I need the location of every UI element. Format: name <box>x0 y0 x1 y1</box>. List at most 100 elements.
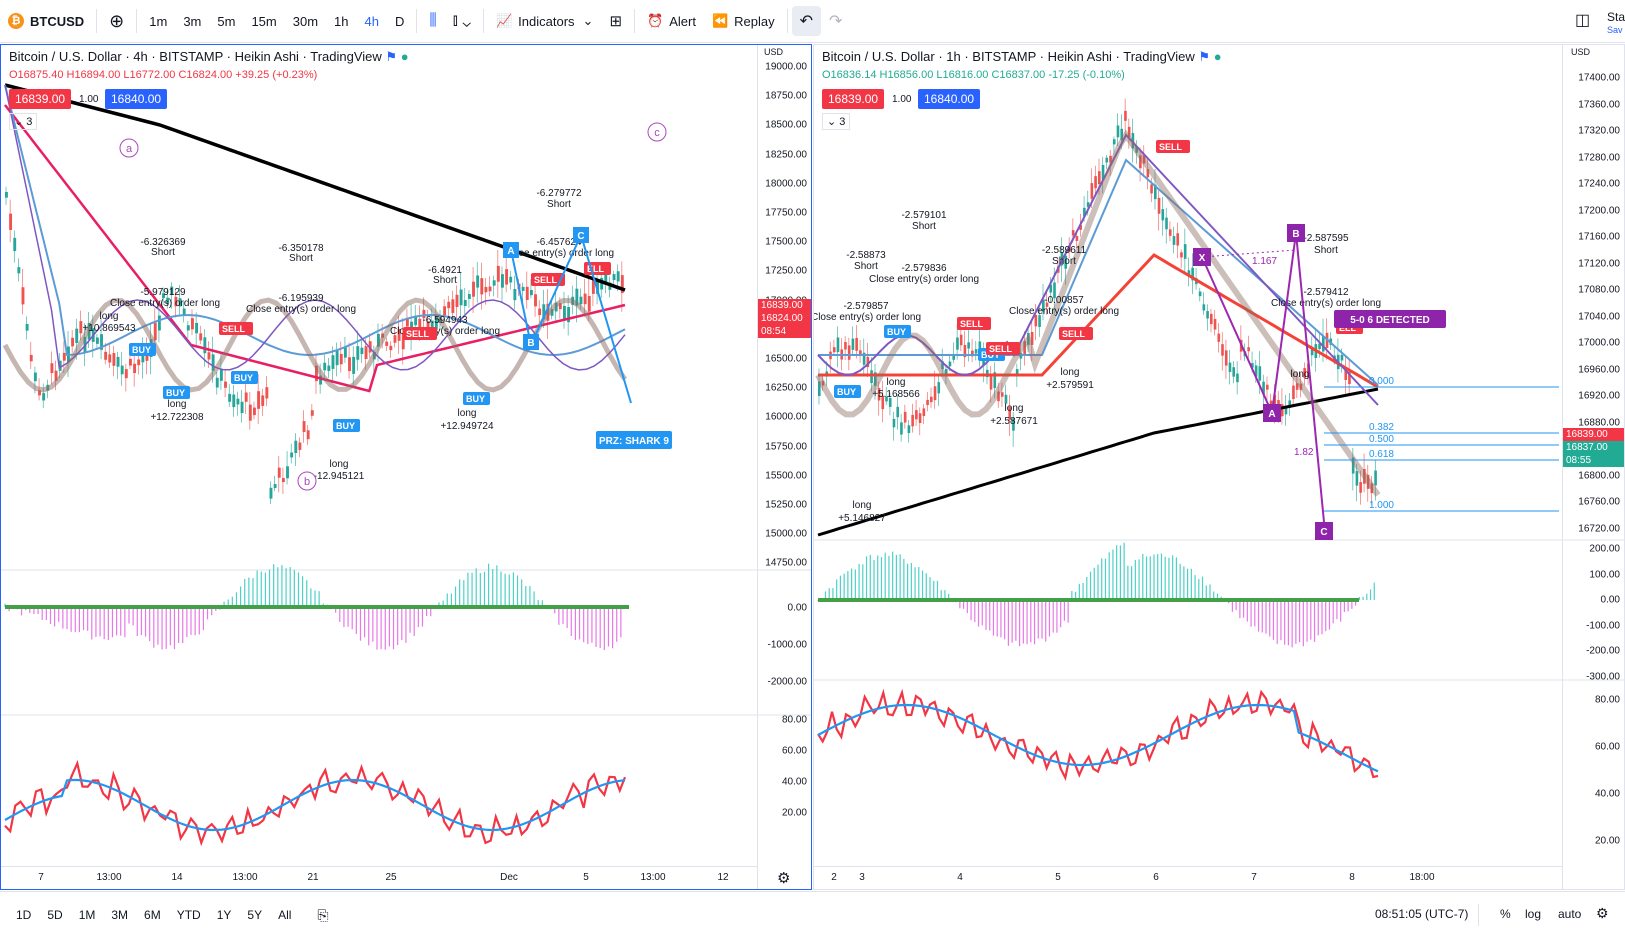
candle-body <box>1116 125 1120 138</box>
buy-price-button[interactable]: 16840.00 <box>105 89 168 109</box>
indicators-collapse[interactable]: ⌄ 3 <box>9 113 38 130</box>
chart-panel-right[interactable]: -2.58873 Short -2.579857 Close entry(s) ord… <box>813 44 1625 890</box>
candle-body <box>926 399 929 406</box>
candle-body <box>401 332 405 350</box>
candle-body <box>1202 304 1206 311</box>
candle-body <box>1083 207 1086 217</box>
auto-toggle[interactable]: auto <box>1558 907 1582 921</box>
interval-1h[interactable]: 1h <box>334 13 349 29</box>
pattern-point <box>523 334 539 350</box>
strategy-note: long <box>1005 403 1024 414</box>
candle-body <box>451 299 455 313</box>
strategy-note: -6.279772 <box>536 188 581 199</box>
candle-body <box>1112 139 1116 145</box>
candle-body <box>1284 407 1288 415</box>
alert-button[interactable]: ⏰ Alert <box>647 13 696 29</box>
symbol-search[interactable]: ₿ BTCUSD <box>0 0 92 42</box>
interval-d[interactable]: D <box>394 13 405 29</box>
price-tick-label: 15250.00 <box>765 499 807 511</box>
interval-5m[interactable]: 5m <box>217 13 236 29</box>
range-3m[interactable]: 3M <box>111 908 129 922</box>
strategy-note: long <box>853 500 872 511</box>
range-5y[interactable]: 5Y <box>247 908 263 922</box>
candle-body <box>538 308 542 316</box>
flag-icon: ⚑ <box>385 49 398 64</box>
range-ytd[interactable]: YTD <box>176 908 201 922</box>
candle-body <box>120 365 124 375</box>
range-1d[interactable]: 1D <box>16 908 32 922</box>
candle-body <box>1023 340 1026 356</box>
oscillator-tick-label: 200.00 <box>1589 543 1620 555</box>
range-5d[interactable]: 5D <box>47 908 63 922</box>
indicators-button[interactable]: 📈 Indicators ⌄ <box>495 13 594 29</box>
pattern-point-label: B <box>527 338 534 349</box>
candle-body <box>505 269 509 285</box>
candle-body <box>248 404 252 421</box>
log-toggle[interactable]: log <box>1525 907 1542 921</box>
candle-style-icon[interactable]: ⫾ ⌄ <box>452 12 471 29</box>
candle-body <box>467 293 471 299</box>
candle-body <box>9 213 13 230</box>
price-tick-label: 16720.00 <box>1578 523 1620 534</box>
time-tick-label: 7 <box>38 872 44 883</box>
indicators-icon: 📈 <box>495 13 513 28</box>
candle-body <box>75 328 79 343</box>
price-tick-label: 18000.00 <box>765 178 807 190</box>
bar-style-icon[interactable]: ⫼ <box>429 12 437 29</box>
save-label[interactable]: Sta <box>1607 10 1625 24</box>
strategy-note: Close entry(s) order long <box>504 248 614 259</box>
pattern-point <box>1315 522 1333 540</box>
layout-panel-icon[interactable]: ◫ <box>1575 12 1591 29</box>
interval-4h[interactable]: 4h <box>364 13 379 29</box>
candle-body <box>463 299 467 307</box>
price-tick-label: 17160.00 <box>1578 231 1620 243</box>
spread-value: 1.00 <box>79 94 99 105</box>
undo-button[interactable]: ↶ <box>791 6 821 36</box>
buy-price-button[interactable]: 16840.00 <box>918 89 981 109</box>
range-1m[interactable]: 1M <box>78 908 96 922</box>
redo-button[interactable]: ↷ <box>829 13 843 30</box>
compare-add-button[interactable]: ⊕ <box>109 10 125 31</box>
candle-body <box>1232 367 1236 377</box>
gear-icon[interactable]: ⚙ <box>777 870 791 887</box>
percent-toggle[interactable]: % <box>1500 907 1511 921</box>
sell-price-button[interactable]: 16839.00 <box>9 89 72 109</box>
signal-tag <box>986 342 1020 355</box>
candle-body <box>1206 311 1209 319</box>
strategy-note: Short <box>433 275 457 286</box>
signal-tag-label: SELL <box>960 319 984 329</box>
time-axis[interactable]: 7 13:00 14 13:00 21 25 Dec 5 13:00 12 <box>1 866 757 888</box>
chart-panel-left[interactable]: -6.326369 Short -5.979129 Close entry(s) or… <box>0 44 812 890</box>
candle-body <box>348 357 351 372</box>
settings-icon[interactable]: ⚙ <box>1596 905 1609 921</box>
strategy-note: +12.722308 <box>150 412 204 423</box>
candle-body <box>986 369 989 378</box>
candle-body <box>1135 146 1138 153</box>
layout-grid-icon[interactable]: ⊞ <box>609 13 623 30</box>
candle-body <box>327 365 331 372</box>
replay-button[interactable]: ⏪ Replay <box>711 13 775 29</box>
time-axis[interactable]: 2 3 4 5 6 7 8 18:00 <box>814 866 1562 888</box>
range-all[interactable]: All <box>278 908 292 922</box>
interval-15m[interactable]: 15m <box>251 13 277 29</box>
price-axis[interactable]: USD 19000.00 18750.00 18500.00 18250.00 1800… <box>757 45 811 889</box>
candle-body <box>203 337 207 354</box>
sell-price-button[interactable]: 16839.00 <box>822 89 885 109</box>
candle-body <box>907 425 911 434</box>
rsi-fast-line <box>817 688 1379 781</box>
candle-body <box>129 358 132 366</box>
candle-body <box>1068 245 1071 252</box>
fib-level-label: 0.618 <box>1369 449 1394 460</box>
goto-date-icon[interactable]: ⎘ <box>317 906 329 923</box>
candle-body <box>306 430 310 440</box>
interval-30m[interactable]: 30m <box>292 13 319 29</box>
interval-1m[interactable]: 1m <box>149 13 168 29</box>
candle-body <box>821 380 825 386</box>
range-6m[interactable]: 6M <box>144 908 161 922</box>
price-axis[interactable]: USD 17400.00 17360.00 17320.00 17280.00 1724… <box>1562 45 1624 889</box>
range-1y[interactable]: 1Y <box>216 908 232 922</box>
indicators-collapse[interactable]: ⌄ 3 <box>822 113 851 130</box>
interval-3m[interactable]: 3m <box>183 13 202 29</box>
